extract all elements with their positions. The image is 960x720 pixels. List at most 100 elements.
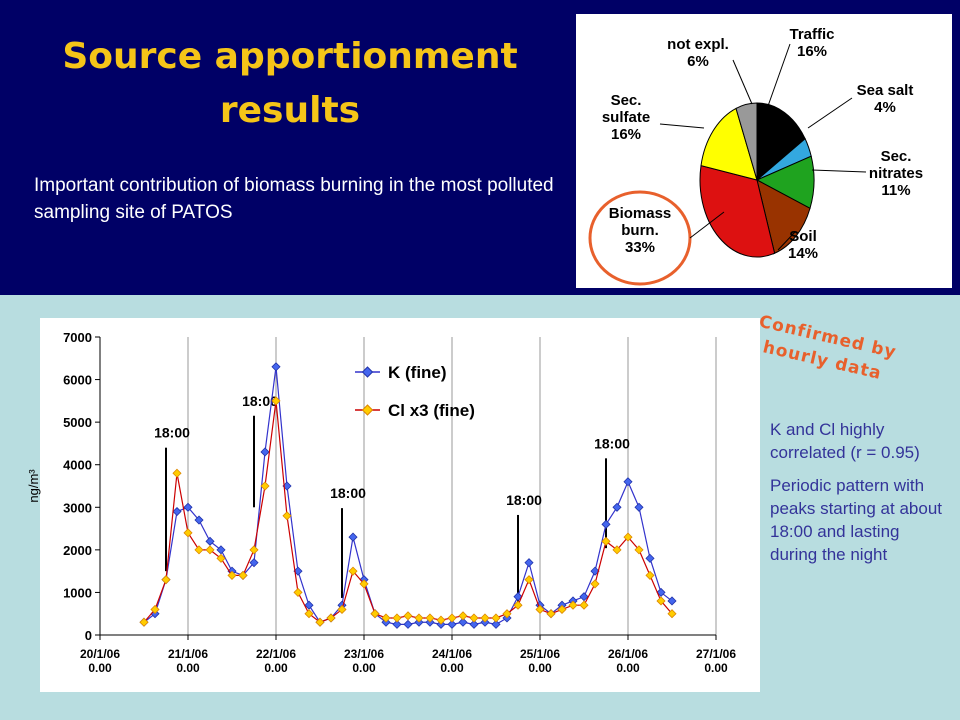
x-tick-label: 20/1/06 0.00 [79,647,121,675]
data-point [150,604,160,615]
annotation-label: 18:00 [242,393,278,409]
data-point [260,447,270,457]
data-point [469,619,479,629]
annotation-label: 18:00 [330,485,366,501]
data-point [403,619,413,629]
data-point [612,545,622,555]
data-point [194,545,204,555]
data-point [414,613,424,623]
x-tick-label: 27/1/06 0.00 [695,647,737,675]
leader-line [689,211,725,239]
intro-text: Important contribution of biomass burnin… [34,175,554,223]
category: Sea salt [856,82,914,99]
data-point [656,596,666,606]
data-point [447,613,457,623]
category: Soil [789,228,817,245]
y-tick-label: 0 [85,628,92,643]
data-point [249,545,259,555]
value-label: 14% [787,245,819,262]
slide-title: Source apportionment results [62,36,518,131]
annotation-label: 18:00 [154,425,190,441]
data-point [392,613,402,623]
data-point [524,558,534,568]
data-point [645,553,655,563]
data-point [667,609,677,619]
value-label: 16% [610,126,642,143]
data-point [315,617,325,627]
annotation-label: 18:00 [506,492,542,508]
y-tick-label: 6000 [63,373,92,388]
data-point [535,604,545,615]
y-tick-label: 5000 [63,415,92,430]
data-point [403,611,413,621]
legend-label: Cl x3 (fine) [388,401,475,420]
leader-line [732,59,753,105]
x-tick-label: 21/1/06 0.00 [167,647,209,675]
y-axis-label: ng/m³ [26,469,41,503]
category: not expl. [667,36,729,53]
data-point [304,609,314,619]
leader-line [777,231,796,251]
x-tick-label: 24/1/06 0.00 [431,647,473,675]
leader-line [659,123,705,129]
x-tick-label: 25/1/06 0.00 [519,647,561,675]
legend-marker [361,404,374,416]
legend-marker [361,366,374,378]
pie-label: Soil 14% [773,228,833,262]
data-point [623,477,633,487]
note: Periodic pattern with peaks starting at … [770,476,943,564]
data-point [172,468,182,478]
data-point [227,570,237,580]
y-tick-label: 7000 [63,330,92,345]
data-point [238,570,248,580]
category: Traffic [789,26,835,43]
data-point [249,558,259,568]
annotation-label: 18:00 [594,435,630,451]
category: Sec. nitrates [868,148,924,182]
data-point [447,619,457,629]
pie-label: Sec. sulfate 16% [591,92,661,143]
data-point [326,613,336,623]
pie-label: Sea salt 4% [840,82,930,116]
data-point [359,579,369,589]
data-point [381,613,391,623]
category: Biomass burn. [608,205,672,239]
pie-label: Traffic 16% [777,26,847,60]
pie-label: Biomass burn. 33% [605,205,675,256]
data-point [645,570,655,580]
pie-label: Sec. nitrates 11% [861,148,931,199]
data-point [502,609,512,619]
data-point [557,604,567,615]
value-label: 11% [881,182,911,199]
data-point [161,575,171,585]
value-label: 16% [796,43,828,60]
pie-label: not expl. 6% [653,36,743,70]
x-tick-label: 23/1/06 0.00 [343,647,385,675]
data-point [524,575,534,585]
data-point [612,502,622,512]
data-point [271,362,281,372]
data-point [172,506,182,517]
data-point [469,613,479,623]
category: Sec. sulfate [601,92,651,126]
data-point [271,396,281,406]
data-point [260,481,270,491]
data-point [568,600,578,610]
data-point [293,587,303,597]
y-tick-label: 1000 [63,585,92,600]
data-point [590,566,600,576]
leader-line [811,169,867,173]
data-point [546,609,556,619]
data-point [194,515,204,525]
data-point [183,528,193,538]
data-point [480,613,490,623]
data-point [392,619,402,629]
data-point [282,511,292,521]
value-label: 33% [624,239,656,256]
x-tick-label: 22/1/06 0.00 [255,647,297,675]
note: K and Cl highly correlated (r = 0.95) [770,420,920,462]
y-tick-label: 4000 [63,458,92,473]
notes: K and Cl highly correlated (r = 0.95) Pe… [770,418,950,576]
